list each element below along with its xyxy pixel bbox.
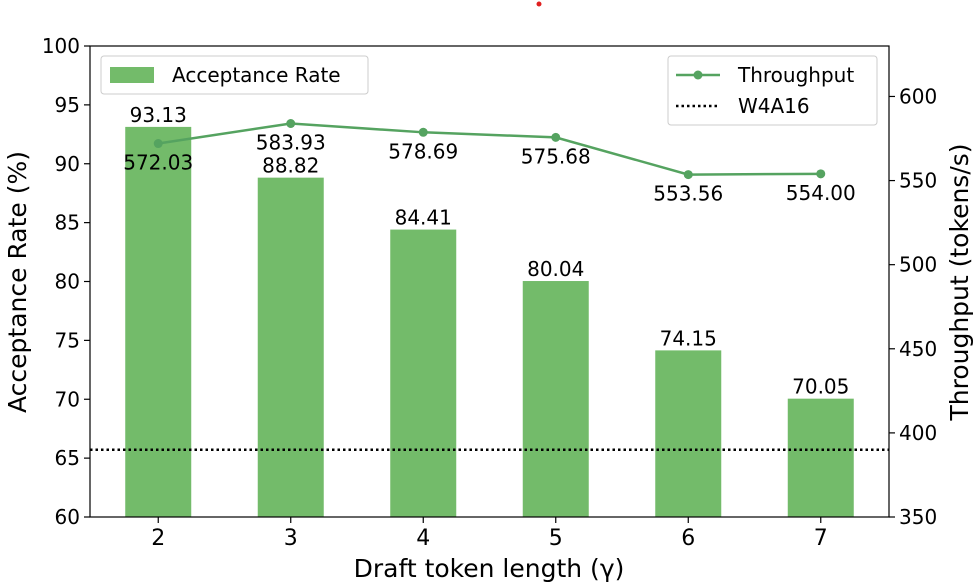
y-left-tick-label-85: 85 (55, 211, 80, 235)
throughput-label-2: 572.03 (123, 151, 193, 175)
x-tick-label-7: 7 (814, 526, 828, 551)
bar-5 (522, 281, 589, 517)
bar-label-7: 70.05 (792, 375, 849, 399)
x-tick-label-3: 3 (284, 526, 298, 551)
throughput-label-7: 554.00 (786, 181, 856, 205)
bar-6 (655, 350, 722, 517)
bar-label-3: 88.82 (262, 154, 319, 178)
throughput-line-group (153, 118, 826, 180)
y-left-tick-label-60: 60 (55, 505, 80, 529)
x-tick-label-5: 5 (549, 526, 563, 551)
bar-labels: 93.13 88.82 84.41 80.04 74.15 70.05 (130, 103, 850, 399)
legend-acceptance-label: Acceptance Rate (172, 63, 341, 87)
y-left-tick-label-95: 95 (55, 93, 80, 117)
bars (125, 126, 854, 517)
bar-3 (257, 177, 324, 517)
legend-w4a16-label: W4A16 (738, 94, 810, 118)
throughput-point-5 (551, 132, 561, 142)
throughput-point-2 (153, 139, 163, 149)
bar-label-5: 80.04 (527, 257, 584, 281)
y-left-tick-label-100: 100 (42, 34, 80, 58)
y-left-tick-label-90: 90 (55, 152, 80, 176)
x-axis-label: Draft token length (γ) (354, 554, 625, 583)
y-right-tick-label-450: 450 (899, 337, 937, 361)
x-tick-label-2: 2 (151, 526, 165, 551)
y-axis-left: 60 65 70 75 80 85 90 95 100 (42, 34, 90, 529)
throughput-point-4 (418, 127, 428, 137)
x-axis: 2 3 4 5 6 7 (151, 517, 828, 551)
legend-acceptance-swatch (110, 67, 154, 83)
bar-7 (787, 398, 854, 517)
line-labels: 572.03 583.93 578.69 575.68 553.56 554.00 (123, 130, 856, 205)
throughput-label-6: 553.56 (653, 182, 723, 206)
y-right-tick-label-350: 350 (899, 505, 937, 529)
throughput-point-3 (286, 118, 296, 128)
y-right-tick-label-400: 400 (899, 421, 937, 445)
bar-4 (390, 229, 457, 517)
y-left-tick-label-75: 75 (55, 328, 80, 352)
legend-right: Throughput W4A16 (667, 55, 878, 126)
bar-label-2: 93.13 (130, 103, 187, 127)
y-axis-left-label: Acceptance Rate (%) (3, 151, 32, 413)
throughput-label-4: 578.69 (388, 139, 458, 163)
legend-throughput-marker (693, 70, 703, 80)
throughput-point-7 (816, 169, 826, 179)
bar-2 (125, 126, 192, 517)
bar-label-6: 74.15 (660, 326, 717, 350)
legend-left-box (100, 55, 369, 95)
throughput-line (158, 122, 821, 176)
throughput-label-5: 575.68 (521, 144, 591, 168)
throughput-label-3: 583.93 (256, 130, 326, 154)
y-right-tick-label-550: 550 (899, 169, 937, 193)
y-axis-right: 350 400 450 500 550 600 (889, 84, 937, 529)
y-left-tick-label-65: 65 (55, 446, 80, 470)
y-right-tick-label-600: 600 (899, 84, 937, 108)
y-axis-right-label: Throughput (tokens/s) (945, 143, 974, 421)
legend-left: Acceptance Rate (100, 55, 369, 95)
red-dot-marker (536, 1, 542, 7)
y-right-tick-label-500: 500 (899, 253, 937, 277)
y-left-tick-label-70: 70 (55, 387, 80, 411)
throughput-point-6 (683, 170, 693, 180)
x-tick-label-4: 4 (416, 526, 430, 551)
bar-label-4: 84.41 (395, 206, 452, 230)
y-left-tick-label-80: 80 (55, 270, 80, 294)
legend-right-box (667, 55, 878, 126)
legend-throughput-label: Throughput (737, 63, 854, 87)
x-tick-label-6: 6 (681, 526, 695, 551)
